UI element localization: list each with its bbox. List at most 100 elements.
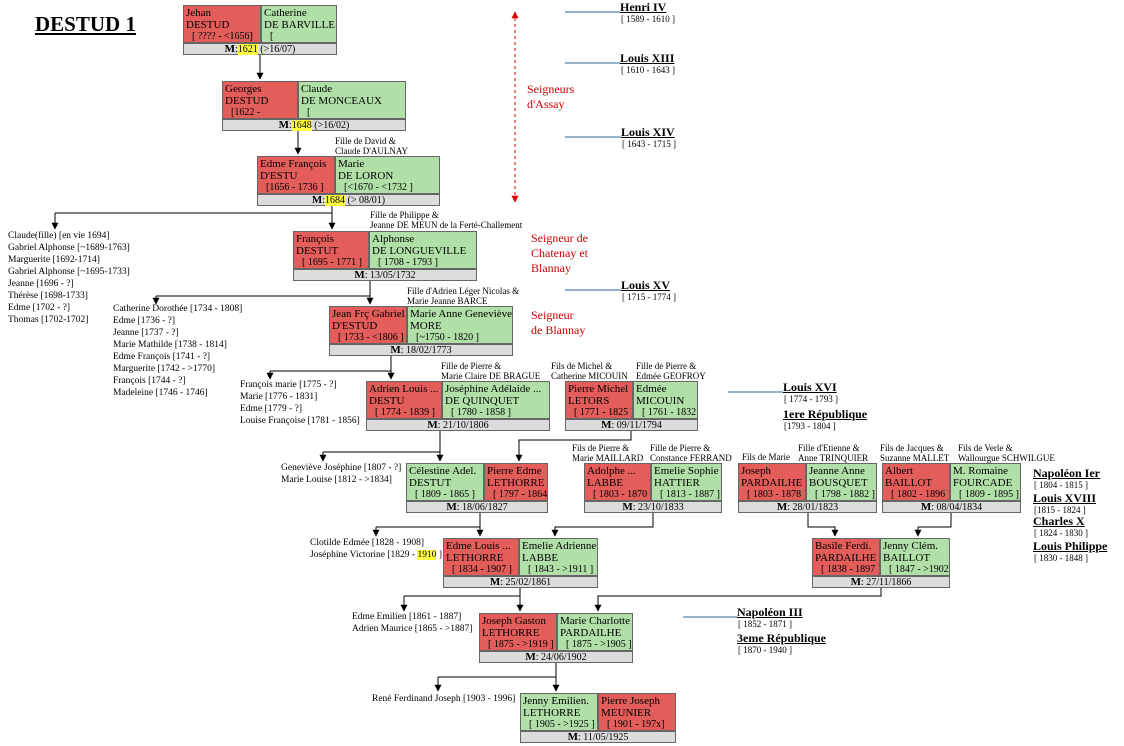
person-name: D'ESTU — [260, 170, 298, 182]
person-box: Joseph Gaston LETHORRE[ 1875 - >1919 ] — [479, 613, 557, 651]
marriage-label: M — [427, 419, 438, 431]
marriage-date: : 28/01/1823 — [787, 502, 839, 513]
person-dates: [ 1901 - 197x] — [607, 719, 665, 730]
person-name: Joséphine Adélaide ... — [445, 383, 542, 395]
marriage-date: : 08/04/1834 — [931, 502, 983, 513]
person-name: Albert — [885, 465, 914, 477]
person-dates: [ 1798 - 1882 ] — [815, 489, 875, 500]
person-box: Pierre Michel LETORS[ 1771 - 1825 ] — [565, 381, 633, 419]
person-name: MORE — [410, 320, 442, 332]
ruler-dates: [ 1830 - 1848 ] — [1034, 553, 1088, 563]
person-name: Joseph — [741, 465, 771, 477]
marriage: M: 11/05/1925 — [520, 731, 676, 743]
ruler-name: Louis XIV — [621, 125, 675, 139]
person-box: M. Romaine FOURCADE[ 1809 - 1895 ] — [950, 463, 1021, 501]
marriage: M: 21/10/1806 — [366, 419, 550, 431]
person-box: Jeanne Anne BOUSQUET[ 1798 - 1882 ] — [806, 463, 877, 501]
person-name: Pierre Michel — [568, 383, 629, 395]
text: (>16/07) — [260, 44, 296, 55]
person-name: Pierre Joseph — [601, 695, 660, 707]
person-name: DE QUINQUET — [445, 395, 520, 407]
person-box: Albert BAILLOT[ 1802 - 1896 ] — [882, 463, 950, 501]
person-name: LABBE — [587, 477, 624, 489]
parents-note: Fille de Philippe & Jeanne DE MEUN de la … — [370, 210, 522, 230]
person-dates: [1656 - 1736 ] — [266, 182, 324, 193]
marriage-label: M — [354, 269, 365, 281]
child: Edme [1702 - ?] — [8, 303, 70, 313]
marriage: M: 13/05/1732 — [293, 269, 477, 281]
note-line: Fille d'Adrien Léger Nicolas & — [407, 286, 520, 296]
note-line: Marie Jeanne BARCE — [407, 296, 488, 306]
note-line: Catherine MICOUIN — [551, 371, 628, 381]
parents-note: Fils de Jacques & Suzanne MALLET — [880, 443, 949, 463]
text: (> 08/01) — [347, 195, 386, 206]
note-line: Suzanne MALLET — [880, 453, 950, 463]
person-name: PARDAILHE — [815, 552, 877, 564]
person-dates: [ 1771 - 1825 ] — [574, 407, 633, 418]
child: Catherine Dorothée [1734 - 1808] — [113, 304, 243, 314]
person-dates: [1622 - — [231, 107, 261, 118]
person-name: Marie — [338, 158, 365, 170]
note-line: Constance FERRAND — [650, 453, 732, 463]
ruler-dates: [ 1715 - 1774 ] — [622, 292, 676, 302]
ruler-name: Napoléon Ier — [1033, 466, 1100, 480]
child: Joséphine Victorine [1829 - 1910 ] — [310, 549, 442, 561]
marriage-label: M — [601, 419, 612, 431]
person-name: PARDAILHE — [560, 627, 622, 639]
person-dates: [ 1733 - <1806 ] — [338, 332, 404, 343]
person-name: Jehan — [186, 7, 212, 19]
note-line: Jeanne DE MEUN de la Ferté-Challement — [370, 220, 523, 230]
note-line: Edmée GEOFROY — [636, 371, 706, 381]
person-dates: [~1750 - 1820 ] — [416, 332, 479, 343]
person-name: DESTUD — [186, 19, 230, 31]
highlighted-year: 1621 — [237, 44, 258, 55]
marriage-date: : 23/10/1833 — [632, 502, 684, 513]
person-name: Marie Anne Geneviève — [410, 308, 513, 320]
parents-note: Fils de Pierre & Marie MAILLARD — [572, 443, 643, 463]
person-box: Jenny Emilien. LETHORRE[ 1905 - >1925 ] — [520, 693, 598, 731]
note-line: Fils de Verle & — [958, 443, 1013, 453]
marriage-label: M — [920, 501, 932, 513]
marriage-date: : 09/11/1794 — [611, 420, 662, 431]
person-name: LABBE — [522, 552, 559, 564]
person-name: Pierre Edme — [487, 465, 542, 477]
ruler-dates: [1793 - 1804 ] — [784, 421, 836, 431]
child: Gabriel Alphonse [~1689-1763] — [8, 243, 130, 253]
person-name: LETHORRE — [446, 552, 504, 564]
person-dates: [ 1809 - 1865 ] — [415, 489, 475, 500]
parents-note: Fille de Pierre & Constance FERRAND — [650, 443, 732, 463]
note-line: Fils de Marie — [742, 452, 790, 462]
seigneury-line: de Blannay — [531, 323, 586, 337]
ruler-name: Napoléon III — [737, 605, 803, 619]
children-list: Claude(fille) [en vie 1694] Gabriel Alpho… — [8, 230, 130, 326]
person-dates: [ 1875 - >1919 ] — [488, 639, 554, 650]
seigneury-line: Chatenay et — [531, 246, 588, 260]
seigneury-line: Blannay — [531, 261, 571, 275]
marriage: M:1621 (>16/07) — [183, 43, 337, 55]
child: Thomas [1702-1702] — [8, 315, 89, 325]
child: Louise Françoise [1781 - 1856] — [240, 416, 360, 426]
marriage: M:1684 (> 08/01) — [257, 194, 440, 206]
person-dates: [ 1803 - 1870 ] — [593, 489, 651, 500]
marriage-label: M — [776, 501, 788, 513]
person-box: Célestine Adel. DESTUT[ 1809 - 1865 ] — [406, 463, 484, 501]
person-name: Emelie Adrienne — [522, 540, 597, 552]
note-line: Marie Claire DE BRAGUE — [441, 371, 541, 381]
person-name: Jenny Clém. — [883, 540, 938, 552]
marriage: M:1648 (>16/02) — [222, 119, 406, 131]
parents-note: Fille d'Etienne & Anne TRINQUIER — [798, 443, 868, 463]
note-line: Fille de Philippe & — [370, 210, 439, 220]
person-dates: [ — [270, 31, 274, 42]
person-box: Pierre Joseph MEUNIER[ 1901 - 197x] — [598, 693, 676, 731]
person-name: DE MONCEAUX — [301, 95, 382, 107]
seigneury-line: Seigneur de — [531, 231, 588, 245]
page-title: DESTUD 1 — [35, 12, 136, 36]
child: René Ferdinand Joseph [1903 - 1996] — [372, 694, 516, 704]
note-line: Wallourgue SCHWILGUE — [958, 453, 1055, 463]
person-name: Alphonse — [372, 233, 415, 245]
child: Marie Louise [1812 - >1834] — [281, 475, 392, 485]
person-name: Catherine — [264, 7, 307, 19]
person-name: LETHORRE — [482, 627, 540, 639]
person-dates: [ 1813 - 1887 ] — [660, 489, 720, 500]
